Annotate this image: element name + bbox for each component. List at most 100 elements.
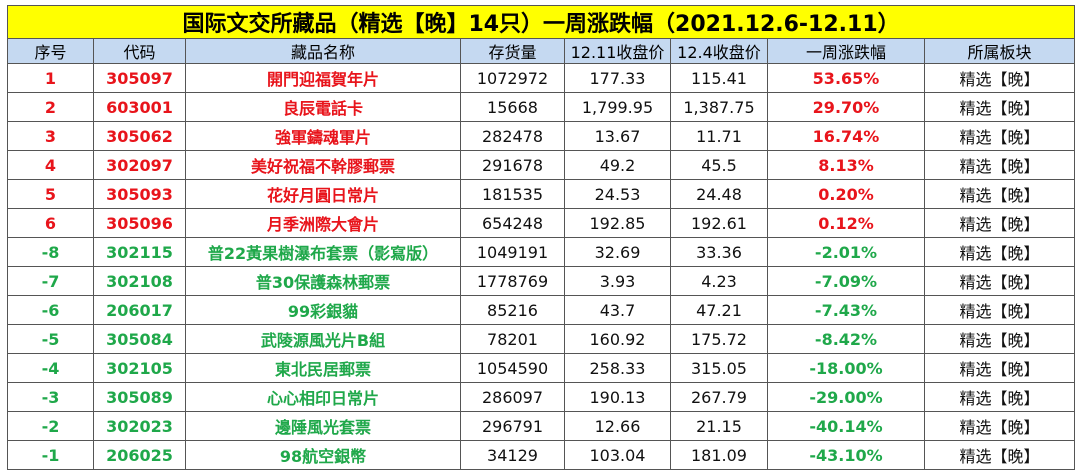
table-cell: -7.09% — [767, 266, 925, 296]
table-cell: 1054590 — [460, 353, 565, 383]
table-cell: 心心相印日常片 — [185, 382, 461, 412]
table-cell: 武陵源風光片B組 — [185, 324, 461, 354]
column-header: 序号 — [7, 38, 94, 64]
table-cell: 精选【晚】 — [923, 324, 1076, 354]
table-row: 5 305093 花好月圓日常片 181535 24.53 24.48 0.20% 精选【晚】 — [7, 179, 1076, 209]
table-row: -4 302105 東北民居郵票 1054590 258.33 315.05 -18.00%… — [7, 353, 1076, 383]
column-header: 代码 — [93, 38, 186, 64]
table-cell: 21.15 — [670, 411, 768, 441]
header-row: 序号 代码 藏品名称 存货量 12.11收盘价 12.4收盘价 一周涨跌幅 所属板块 — [7, 38, 1076, 64]
table-cell: 302115 — [93, 237, 186, 267]
table-cell: 177.33 — [564, 63, 671, 93]
table-cell: 月季洲際大會片 — [185, 208, 461, 238]
table-cell: 精选【晚】 — [923, 150, 1076, 180]
table-cell: 0.20% — [767, 179, 925, 209]
table-cell: 305084 — [93, 324, 186, 354]
table-cell: 1778769 — [460, 266, 565, 296]
table-row: -2 302023 邊陲風光套票 296791 12.66 21.15 -40.14% 精选【… — [7, 411, 1076, 441]
table-cell: 291678 — [460, 150, 565, 180]
table-cell: 東北民居郵票 — [185, 353, 461, 383]
column-header: 所属板块 — [923, 38, 1076, 64]
table-wrap: 国际文交所藏品（精选【晚】14只）一周涨跌幅（2021.12.6-12.11） … — [6, 5, 1076, 470]
table-row: -7 302108 普30保護森林郵票 1778769 3.93 4.23 -7.09% 精选… — [7, 266, 1076, 296]
table-cell: 精选【晚】 — [923, 208, 1076, 238]
table-cell: -6 — [7, 295, 94, 325]
table-cell: 32.69 — [564, 237, 671, 267]
table-cell: 654248 — [460, 208, 565, 238]
table-cell: 603001 — [93, 92, 186, 122]
table-cell: 1 — [7, 63, 94, 93]
table-cell: -3 — [7, 382, 94, 412]
table-cell: 99彩銀貓 — [185, 295, 461, 325]
table-row: -3 305089 心心相印日常片 286097 190.13 267.79 -29.00%… — [7, 382, 1076, 412]
table-cell: 6 — [7, 208, 94, 238]
table-cell: 5 — [7, 179, 94, 209]
table-cell: 305093 — [93, 179, 186, 209]
table-cell: 47.21 — [670, 295, 768, 325]
table-cell: 175.72 — [670, 324, 768, 354]
table-cell: 8.13% — [767, 150, 925, 180]
table-cell: 精选【晚】 — [923, 121, 1076, 151]
table-cell: -18.00% — [767, 353, 925, 383]
table-cell: 302105 — [93, 353, 186, 383]
table-cell: 24.53 — [564, 179, 671, 209]
table-row: 3 305062 強軍鑄魂軍片 282478 13.67 11.71 16.74% 精选【晚】 — [7, 121, 1076, 151]
table-cell: 190.13 — [564, 382, 671, 412]
table-cell: 103.04 — [564, 440, 671, 470]
table-cell: 1072972 — [460, 63, 565, 93]
table-cell: 精选【晚】 — [923, 63, 1076, 93]
table-cell: 0.12% — [767, 208, 925, 238]
table-cell: 181.09 — [670, 440, 768, 470]
table-cell: 開門迎福賀年片 — [185, 63, 461, 93]
table-cell: 邊陲風光套票 — [185, 411, 461, 441]
table-cell: 精选【晚】 — [923, 237, 1076, 267]
table-cell: 296791 — [460, 411, 565, 441]
column-header: 一周涨跌幅 — [767, 38, 925, 64]
table-cell: 精选【晚】 — [923, 266, 1076, 296]
table-cell: -7 — [7, 266, 94, 296]
table-cell: 206017 — [93, 295, 186, 325]
table-cell: 34129 — [460, 440, 565, 470]
table-cell: -5 — [7, 324, 94, 354]
table-cell: 302108 — [93, 266, 186, 296]
table-cell: -2 — [7, 411, 94, 441]
table-cell: -43.10% — [767, 440, 925, 470]
table-cell: -1 — [7, 440, 94, 470]
table-cell: 305089 — [93, 382, 186, 412]
table-cell: 302023 — [93, 411, 186, 441]
table-cell: 53.65% — [767, 63, 925, 93]
table-cell: -8 — [7, 237, 94, 267]
table-cell: 精选【晚】 — [923, 411, 1076, 441]
table-row: -1 206025 98航空銀幣 34129 103.04 181.09 -43.10% 精选… — [7, 440, 1076, 470]
table-title: 国际文交所藏品（精选【晚】14只）一周涨跌幅（2021.12.6-12.11） — [6, 5, 1076, 39]
table-cell: 181535 — [460, 179, 565, 209]
table-cell: 16.74% — [767, 121, 925, 151]
table-cell: 精选【晚】 — [923, 440, 1076, 470]
table-cell: 24.48 — [670, 179, 768, 209]
table-row: 1 305097 開門迎福賀年片 1072972 177.33 115.41 53.65% 精… — [7, 63, 1076, 93]
table-cell: 13.67 — [564, 121, 671, 151]
table-cell: 305096 — [93, 208, 186, 238]
table-cell: 78201 — [460, 324, 565, 354]
table-cell: 普22黃果樹瀑布套票（影寫版） — [185, 237, 461, 267]
table-cell: 160.92 — [564, 324, 671, 354]
table-cell: 強軍鑄魂軍片 — [185, 121, 461, 151]
table-cell: 1,799.95 — [564, 92, 671, 122]
table-cell: 普30保護森林郵票 — [185, 266, 461, 296]
table-cell: -7.43% — [767, 295, 925, 325]
table-cell: 305062 — [93, 121, 186, 151]
table-cell: 49.2 — [564, 150, 671, 180]
table-cell: 315.05 — [670, 353, 768, 383]
table-cell: 精选【晚】 — [923, 353, 1076, 383]
table-cell: 4 — [7, 150, 94, 180]
table-body: 1 305097 開門迎福賀年片 1072972 177.33 115.41 53.65% 精… — [7, 63, 1076, 470]
table-cell: 302097 — [93, 150, 186, 180]
table-cell: 29.70% — [767, 92, 925, 122]
table-cell: 美好祝福不幹膠郵票 — [185, 150, 461, 180]
table-cell: 192.85 — [564, 208, 671, 238]
table-cell: 286097 — [460, 382, 565, 412]
table-cell: 45.5 — [670, 150, 768, 180]
table-row: -5 305084 武陵源風光片B組 78201 160.92 175.72 -8.42% 精… — [7, 324, 1076, 354]
table: 国际文交所藏品（精选【晚】14只）一周涨跌幅（2021.12.6-12.11） … — [6, 5, 1076, 470]
